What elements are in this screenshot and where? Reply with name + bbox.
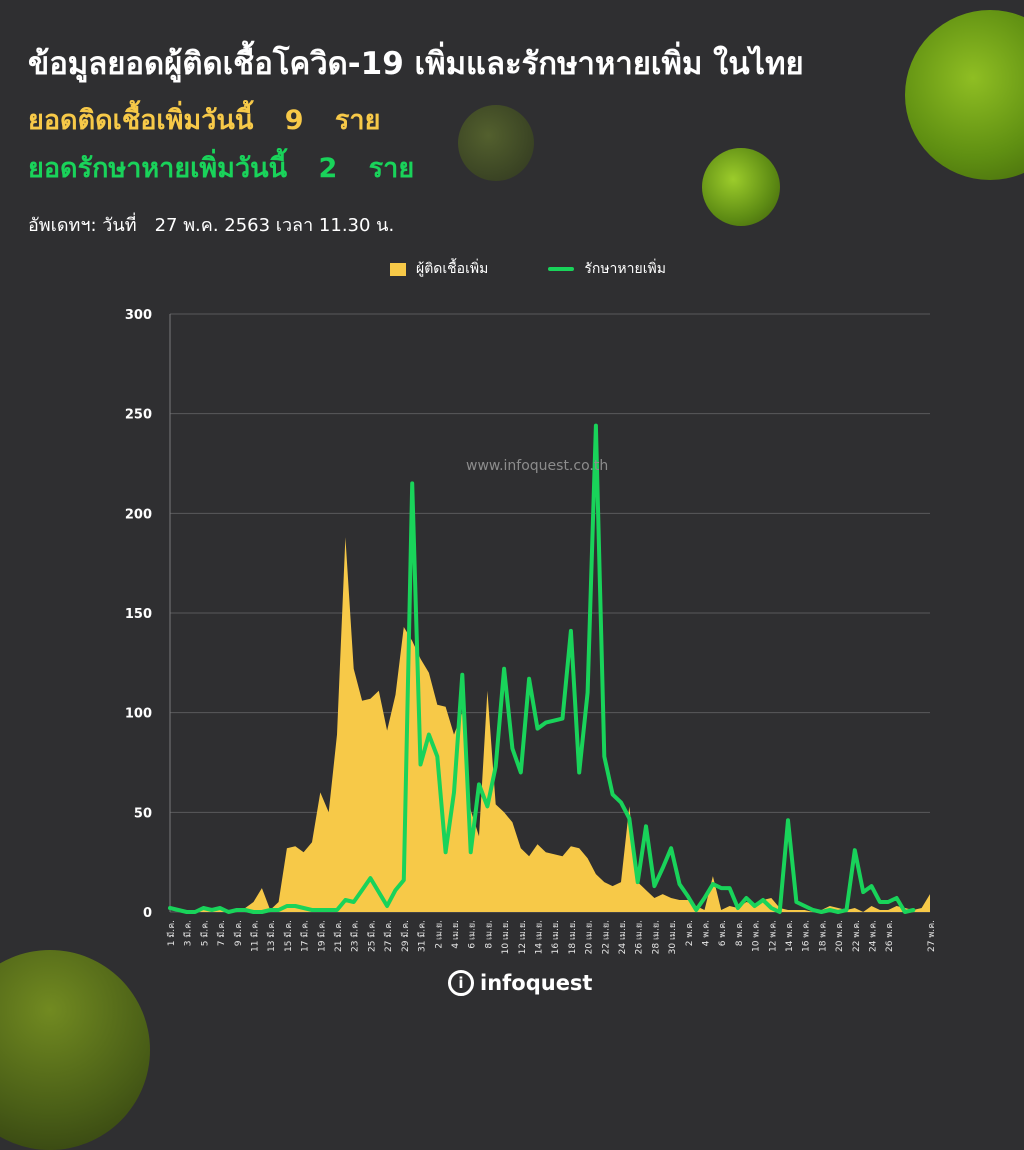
y-tick-label: 300 (125, 308, 152, 323)
x-tick-label: 30 เม.ย. (668, 920, 678, 954)
y-tick-label: 200 (125, 507, 152, 522)
x-tick-label: 26 เม.ย. (635, 920, 645, 954)
x-tick-label: 22 พ.ค. (852, 920, 862, 952)
x-tick-label: 14 พ.ค. (785, 920, 795, 952)
page-title: ข้อมูลยอดผู้ติดเชื้อโควิด-19 เพิ่มและรัก… (28, 46, 804, 82)
y-tick-label: 250 (125, 408, 152, 423)
x-tick-label: 8 เม.ย. (484, 920, 494, 949)
x-tick-label: 10 เม.ย. (501, 920, 511, 954)
chart-legend: ผู้ติดเชื้อเพิ่ม รักษาหายเพิ่ม (390, 258, 726, 280)
y-tick-label: 0 (143, 906, 152, 921)
watermark: www.infoquest.co.th (466, 458, 609, 474)
y-tick-label: 150 (125, 607, 152, 622)
cases-area (170, 537, 930, 912)
x-tick-label: 28 เม.ย. (651, 920, 661, 954)
y-tick-label: 100 (125, 707, 152, 722)
x-tick-label: 22 เม.ย. (601, 920, 611, 954)
x-tick-label: 11 มี.ค. (250, 920, 261, 952)
x-tick-label: 21 มี.ค. (333, 920, 344, 952)
x-tick-label: 4 พ.ค. (702, 920, 712, 946)
x-tick-label: 9 มี.ค. (233, 920, 244, 946)
legend-label-cases: ผู้ติดเชื้อเพิ่ม (416, 261, 489, 277)
x-tick-label: 7 มี.ค. (216, 920, 227, 946)
x-tick-label: 16 พ.ค. (802, 920, 812, 952)
recovered-unit: ราย (368, 153, 415, 184)
infoquest-logo: i infoquest (448, 970, 592, 996)
x-tick-label: 27 พ.ค. (927, 920, 937, 952)
x-tick-label: 10 พ.ค. (752, 920, 762, 952)
x-tick-label: 27 มี.ค. (383, 920, 394, 952)
x-tick-label: 6 พ.ค. (718, 920, 728, 946)
update-date: 27 พ.ค. 2563 เวลา 11.30 น. (154, 215, 395, 236)
x-tick-label: 19 มี.ค. (316, 920, 327, 952)
new-cases-label: ยอดติดเชื้อเพิ่มวันนี้ (28, 105, 254, 136)
new-cases-unit: ราย (334, 105, 381, 136)
x-tick-label: 31 มี.ค. (417, 920, 428, 952)
legend-item-cases: ผู้ติดเชื้อเพิ่ม (390, 258, 488, 280)
x-tick-label: 29 มี.ค. (400, 920, 411, 952)
x-tick-label: 18 เม.ย. (568, 920, 578, 954)
x-tick-label: 6 เม.ย. (468, 920, 478, 949)
x-tick-label: 16 เม.ย. (551, 920, 561, 954)
x-tick-label: 24 พ.ค. (869, 920, 879, 952)
update-label: อัพเดทฯ: วันที่ (28, 215, 137, 236)
x-tick-label: 2 เม.ย. (434, 920, 444, 949)
new-cases-value: 9 (284, 105, 304, 136)
x-tick-label: 12 พ.ค. (768, 920, 778, 952)
x-tick-label: 24 เม.ย. (618, 920, 628, 954)
x-tick-label: 12 เม.ย. (518, 920, 528, 954)
x-tick-label: 1 มี.ค. (166, 920, 177, 946)
info-logo-icon: i (448, 970, 474, 996)
covid-chart: 0 50 100 150 200 250 300 1 มี.ค. 3 มี.ค. 5 มี.ค. 7… (125, 308, 937, 954)
y-tick-label: 50 (134, 806, 152, 821)
virus-decoration-icon (458, 105, 534, 181)
x-tick-label: 23 มี.ค. (350, 920, 361, 952)
x-tick-label: 4 เม.ย. (451, 920, 461, 949)
x-tick-label: 20 เม.ย. (585, 920, 595, 954)
x-tick-label: 26 พ.ค. (885, 920, 895, 952)
recovered-value: 2 (318, 153, 338, 184)
x-tick-label: 3 มี.ค. (183, 920, 194, 946)
virus-decoration-icon (702, 148, 780, 226)
x-tick-label: 2 พ.ค. (685, 920, 695, 946)
x-tick-label: 15 มี.ค. (283, 920, 294, 952)
x-tick-label: 5 มี.ค. (199, 920, 210, 946)
x-tick-label: 8 พ.ค. (735, 920, 745, 946)
legend-swatch-cases (390, 262, 406, 276)
x-tick-label: 25 มี.ค. (366, 920, 377, 952)
recovered-label: ยอดรักษาหายเพิ่มวันนี้ (28, 153, 288, 184)
update-info: อัพเดทฯ: วันที่ 27 พ.ค. 2563 เวลา 11.30 น… (28, 210, 394, 239)
new-cases-summary: ยอดติดเชื้อเพิ่มวันนี้ 9 ราย (28, 98, 380, 141)
x-tick-label: 14 เม.ย. (535, 920, 545, 954)
x-tick-label: 20 พ.ค. (835, 920, 845, 952)
x-tick-label: 18 พ.ค. (818, 920, 828, 952)
legend-item-recovered: รักษาหายเพิ่ม (548, 258, 666, 280)
x-tick-label: 13 มี.ค. (266, 920, 277, 952)
logo-text: infoquest (480, 971, 593, 995)
x-tick-label: 17 มี.ค. (300, 920, 311, 952)
legend-swatch-recovered (548, 267, 575, 271)
recovered-line (168, 423, 916, 914)
legend-label-recovered: รักษาหายเพิ่ม (584, 261, 666, 277)
recovered-summary: ยอดรักษาหายเพิ่มวันนี้ 2 ราย (28, 146, 414, 189)
